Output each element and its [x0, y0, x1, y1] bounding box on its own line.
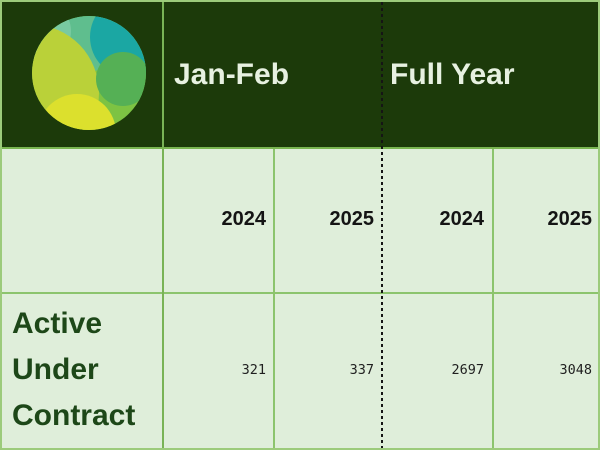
grid-hline-row-divider	[2, 292, 598, 294]
column-group-full-year: Full Year	[390, 57, 515, 91]
year-header-fullyear-2025: 2025	[547, 208, 593, 230]
year-header-janfeb-2024: 2024	[221, 208, 267, 230]
grid-vline-2	[273, 147, 275, 448]
value-janfeb-2025: 337	[349, 362, 374, 378]
grid-hline-header-bottom	[2, 147, 598, 149]
grid-vline-logo-column	[162, 2, 164, 448]
year-header-fullyear-2024: 2024	[439, 208, 485, 230]
dotted-section-divider	[381, 2, 383, 448]
value-fullyear-2024: 2697	[451, 362, 484, 378]
brand-circle-logo-icon	[31, 15, 147, 131]
row-label-active-under-contract: Active Under Contract	[12, 307, 136, 432]
year-header-janfeb-2025: 2025	[329, 208, 375, 230]
value-janfeb-2024: 321	[241, 362, 266, 378]
value-fullyear-2025: 3048	[559, 362, 592, 378]
grid-vline-3	[492, 147, 494, 448]
column-group-jan-feb: Jan-Feb	[174, 57, 290, 91]
